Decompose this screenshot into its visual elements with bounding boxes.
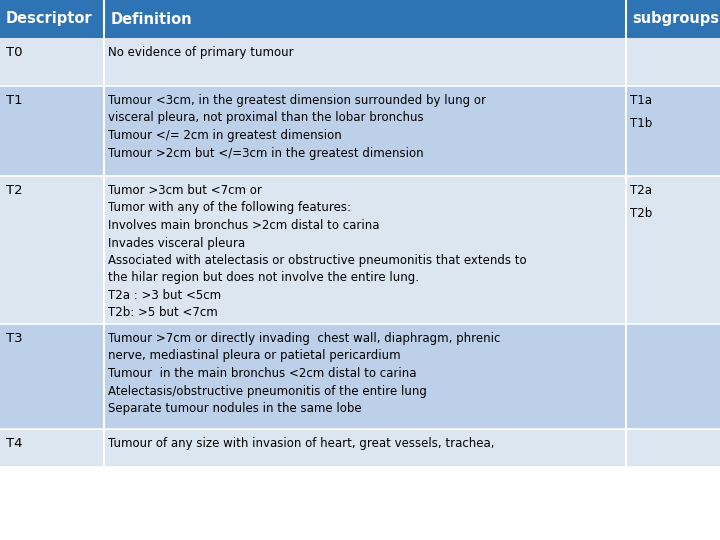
Text: T4: T4 xyxy=(6,437,22,450)
Text: Tumour >7cm or directly invading  chest wall, diaphragm, phrenic
nerve, mediasti: Tumour >7cm or directly invading chest w… xyxy=(109,332,501,415)
Text: T3: T3 xyxy=(6,332,22,345)
Text: subgroups: subgroups xyxy=(632,11,719,26)
Text: Tumour <3cm, in the greatest dimension surrounded by lung or
visceral pleura, no: Tumour <3cm, in the greatest dimension s… xyxy=(109,94,487,159)
Bar xyxy=(0,38,720,86)
Bar xyxy=(0,176,720,324)
Bar xyxy=(0,467,720,540)
Text: T2a
T2b: T2a T2b xyxy=(631,184,652,220)
Bar xyxy=(0,324,720,429)
Text: T1a
T1b: T1a T1b xyxy=(631,94,652,130)
Text: Descriptor: Descriptor xyxy=(6,11,93,26)
Text: No evidence of primary tumour: No evidence of primary tumour xyxy=(109,46,294,59)
Text: T0: T0 xyxy=(6,46,22,59)
Text: T2: T2 xyxy=(6,184,22,197)
Bar xyxy=(0,0,720,38)
Bar xyxy=(0,86,720,176)
Text: Tumour of any size with invasion of heart, great vessels, trachea,: Tumour of any size with invasion of hear… xyxy=(109,437,495,450)
Text: Tumor >3cm but <7cm or
Tumor with any of the following features:
Involves main b: Tumor >3cm but <7cm or Tumor with any of… xyxy=(109,184,527,320)
Text: T1: T1 xyxy=(6,94,22,107)
Text: Definition: Definition xyxy=(110,11,192,26)
Bar xyxy=(0,429,720,467)
